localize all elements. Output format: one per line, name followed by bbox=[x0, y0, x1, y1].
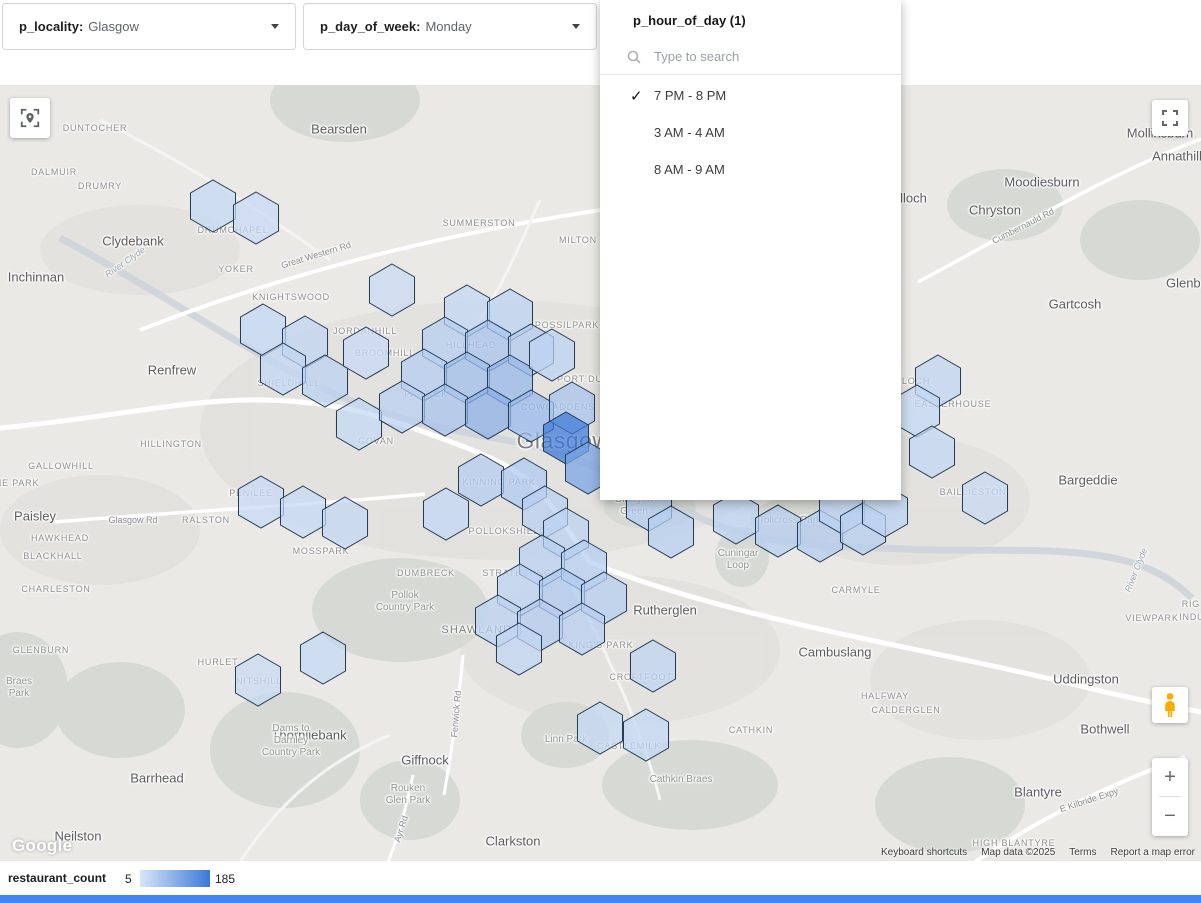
hex-cell[interactable] bbox=[232, 191, 280, 245]
hex-cell[interactable] bbox=[189, 179, 237, 233]
google-logo[interactable]: Google bbox=[12, 836, 73, 855]
search-icon bbox=[627, 50, 641, 64]
terms-link[interactable]: Terms bbox=[1069, 847, 1097, 858]
fullscreen-icon bbox=[1162, 110, 1178, 126]
hex-cell[interactable] bbox=[234, 653, 282, 707]
pegman-button[interactable] bbox=[1152, 687, 1188, 723]
dropdown-option-label: 7 PM - 8 PM bbox=[654, 88, 727, 103]
hex-cell[interactable] bbox=[495, 622, 543, 676]
dropdown-title: p_hour_of_day (1) bbox=[633, 13, 746, 28]
dropdown-search-row[interactable] bbox=[600, 39, 901, 75]
hex-cell[interactable] bbox=[259, 342, 307, 396]
dropdown-option-1[interactable]: 3 AM - 4 AM bbox=[600, 114, 901, 151]
recenter-control[interactable] bbox=[10, 98, 50, 138]
dropdown-options-list: ✓ 7 PM - 8 PM 3 AM - 4 AM 8 AM - 9 AM bbox=[600, 75, 901, 188]
filter-day-value: Monday bbox=[425, 19, 472, 34]
zoom-divider bbox=[1159, 796, 1181, 797]
legend-max-value: 185 bbox=[215, 872, 236, 886]
filter-locality-value: Glasgow bbox=[88, 19, 139, 34]
hex-cell[interactable] bbox=[378, 380, 426, 434]
hex-cell[interactable] bbox=[576, 701, 624, 755]
hex-cell[interactable] bbox=[237, 475, 285, 529]
map-attribution: Keyboard shortcuts Map data ©2025 Terms … bbox=[881, 847, 1195, 858]
pegman-icon bbox=[1165, 693, 1175, 717]
location-pin-icon bbox=[20, 108, 40, 128]
dropdown-caret-icon bbox=[572, 24, 580, 29]
filter-day-label: p_day_of_week: bbox=[320, 19, 421, 34]
legend-bar: restaurant_count 5 185 bbox=[0, 861, 1201, 895]
hex-cell[interactable] bbox=[961, 471, 1009, 525]
zoom-control: + − bbox=[1152, 758, 1188, 836]
legend-gradient bbox=[140, 870, 210, 887]
search-input[interactable] bbox=[654, 49, 901, 64]
hex-cell[interactable] bbox=[457, 453, 505, 507]
bottom-accent-bar bbox=[0, 895, 1201, 903]
hex-cell[interactable] bbox=[421, 383, 469, 437]
check-icon: ✓ bbox=[630, 87, 643, 105]
hex-cell[interactable] bbox=[342, 326, 390, 380]
hex-cell[interactable] bbox=[622, 708, 670, 762]
dropdown-option-label: 8 AM - 9 AM bbox=[654, 162, 725, 177]
zoom-in-button[interactable]: + bbox=[1152, 758, 1188, 796]
hex-cell[interactable] bbox=[712, 491, 760, 545]
hex-cell[interactable] bbox=[464, 386, 512, 440]
dropdown-caret-icon bbox=[271, 24, 279, 29]
hex-cell[interactable] bbox=[908, 425, 956, 479]
hex-cell[interactable] bbox=[279, 485, 327, 539]
fullscreen-button[interactable] bbox=[1152, 100, 1188, 136]
hex-cell[interactable] bbox=[321, 496, 369, 550]
map-data-copyright: Map data ©2025 bbox=[981, 847, 1056, 858]
filter-locality[interactable]: p_locality: Glasgow bbox=[2, 3, 296, 50]
report-map-error-link[interactable]: Report a map error bbox=[1110, 847, 1195, 858]
zoom-out-button[interactable]: − bbox=[1152, 797, 1188, 835]
hex-cell[interactable] bbox=[528, 328, 576, 382]
filter-day-of-week[interactable]: p_day_of_week: Monday bbox=[303, 3, 597, 50]
hex-cell[interactable] bbox=[335, 397, 383, 451]
hex-cell[interactable] bbox=[629, 639, 677, 693]
dropdown-option-0[interactable]: ✓ 7 PM - 8 PM bbox=[600, 77, 901, 114]
hex-cell[interactable] bbox=[299, 631, 347, 685]
keyboard-shortcuts-link[interactable]: Keyboard shortcuts bbox=[881, 847, 968, 858]
legend-min-value: 5 bbox=[125, 872, 132, 886]
legend-field-name: restaurant_count bbox=[8, 871, 107, 885]
hour-filter-dropdown: p_hour_of_day (1) ✓ 7 PM - 8 PM 3 AM - 4 A… bbox=[600, 0, 901, 500]
hex-cell[interactable] bbox=[558, 602, 606, 656]
dropdown-option-2[interactable]: 8 AM - 9 AM bbox=[600, 151, 901, 188]
hex-cell[interactable] bbox=[368, 263, 416, 317]
filter-locality-label: p_locality: bbox=[19, 19, 84, 34]
hex-cell[interactable] bbox=[422, 487, 470, 541]
hex-cell[interactable] bbox=[754, 504, 802, 558]
dropdown-option-label: 3 AM - 4 AM bbox=[654, 125, 725, 140]
hex-cell[interactable] bbox=[647, 505, 695, 559]
